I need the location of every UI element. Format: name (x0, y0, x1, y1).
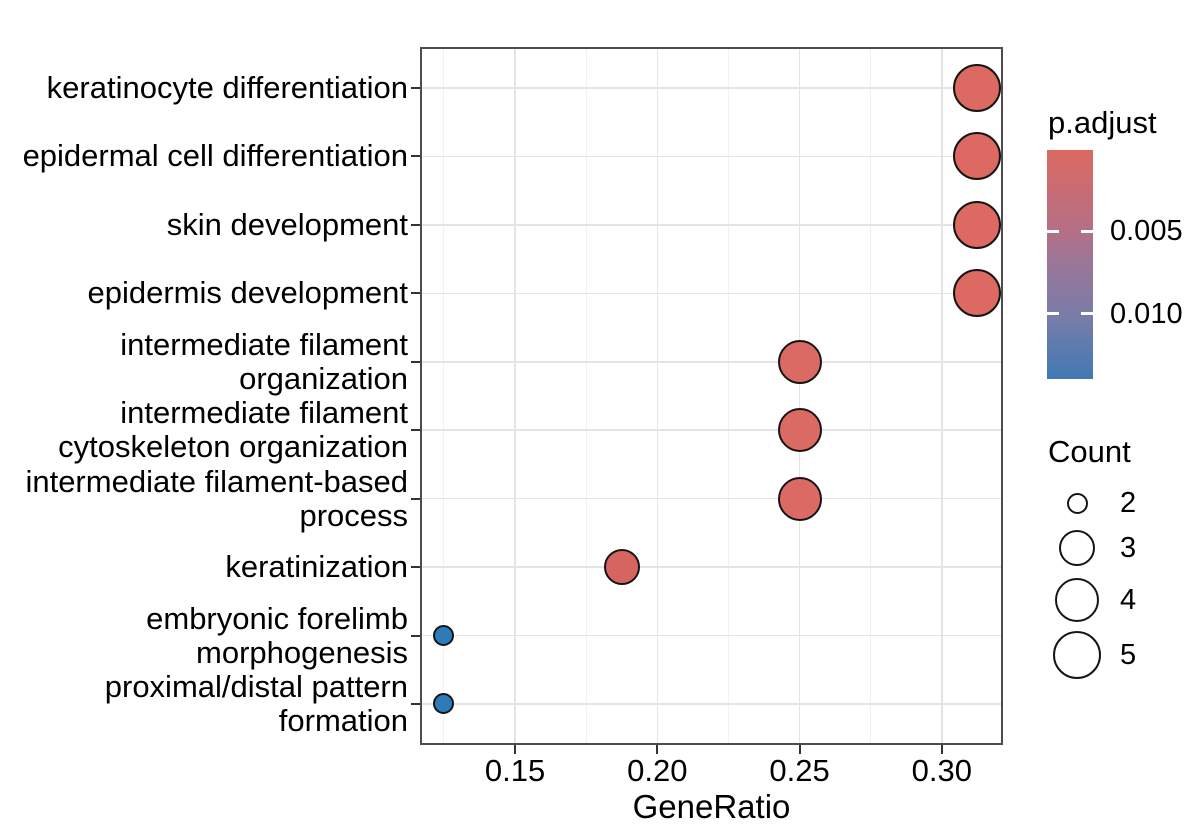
count-legend: Count 2 3 4 5 (1047, 435, 1186, 705)
y-axis-label: epidermis development (87, 275, 408, 311)
gradient-tick-right (1081, 312, 1093, 316)
gradient-tick-left (1047, 312, 1059, 316)
y-axis-tick (411, 497, 420, 500)
padjust-gradient-bar (1047, 150, 1093, 379)
data-point (433, 693, 455, 715)
y-axis-label: keratinization (225, 549, 408, 585)
count-legend-circle (1059, 530, 1095, 566)
count-legend-label: 3 (1120, 532, 1137, 564)
y-axis-tick (411, 702, 420, 705)
gridline-y-major (420, 566, 1003, 568)
x-axis-tick (656, 745, 659, 754)
y-axis-label: skin development (166, 206, 408, 242)
y-axis-tick (411, 155, 420, 158)
gridline-y-major (420, 429, 1003, 431)
y-axis-tick (411, 429, 420, 432)
x-axis-tick-label: 0.20 (627, 753, 688, 788)
x-axis-tick (798, 745, 801, 754)
data-point (777, 339, 822, 384)
padjust-legend-title: p.adjust (1048, 105, 1157, 140)
gridline-x-major (514, 47, 516, 745)
y-axis-tick (411, 566, 420, 569)
gridline-y-major (420, 361, 1003, 363)
x-axis-tick-label: 0.25 (769, 753, 830, 788)
x-axis-title: GeneRatio (632, 788, 791, 825)
gridline-y-major (420, 224, 1003, 226)
count-legend-circle (1053, 631, 1101, 679)
gridline-y-major (420, 634, 1003, 637)
data-point (953, 132, 1002, 181)
data-point (777, 476, 822, 521)
gridline-x-minor (870, 47, 872, 745)
y-axis-label: intermediate filament-based process (25, 463, 408, 533)
gradient-tick-right (1081, 229, 1093, 233)
gridline-y-major (420, 497, 1003, 500)
count-legend-label: 2 (1120, 487, 1137, 519)
x-axis-tick (940, 745, 943, 754)
y-axis-tick (411, 292, 420, 295)
gridline-x-major (798, 47, 801, 745)
gridline-x-minor (585, 47, 587, 745)
padjust-tick-label: 0.005 (1110, 215, 1183, 248)
gridline-x-major (656, 47, 659, 745)
x-axis-tick-label: 0.15 (484, 753, 546, 788)
y-axis-label: epidermal cell differentiation (22, 138, 408, 174)
x-axis-tick (514, 745, 517, 754)
gridline-y-major (420, 87, 1003, 89)
y-axis-label: keratinocyte differentiation (46, 70, 408, 106)
count-legend-circle (1055, 578, 1099, 622)
y-axis-tick (411, 634, 420, 637)
y-axis-label: embryonic forelimb morphogenesis (146, 600, 408, 670)
data-point (953, 200, 1002, 249)
y-axis-label: proximal/distal pattern formation (104, 668, 408, 738)
padjust-tick-label: 0.010 (1110, 297, 1183, 330)
gridline-y-major (420, 155, 1003, 158)
plot-panel (420, 47, 1003, 745)
y-axis-tick (411, 87, 420, 90)
data-point (433, 625, 455, 646)
count-legend-title: Count (1048, 434, 1131, 469)
gridline-x-minor (727, 47, 729, 745)
y-axis-label: intermediate filament organization (120, 326, 408, 396)
data-point (603, 549, 640, 586)
gradient-tick-left (1047, 229, 1059, 233)
data-point (953, 269, 1002, 318)
gridline-y-major (420, 703, 1003, 705)
data-point (953, 64, 1002, 113)
y-axis-tick (411, 360, 420, 363)
padjust-legend: p.adjust 0.005 0.010 (1047, 106, 1186, 406)
data-point (777, 408, 822, 453)
count-legend-label: 4 (1120, 584, 1137, 616)
count-legend-circle (1066, 492, 1088, 514)
count-legend-label: 5 (1120, 639, 1137, 671)
gridline-y-major (420, 292, 1003, 295)
x-axis-tick-label: 0.30 (911, 753, 972, 788)
y-axis-tick (411, 223, 420, 226)
gridline-x-major (941, 47, 943, 745)
gridline-x-minor (443, 47, 445, 745)
y-axis-label: intermediate filament cytoskeleton organ… (58, 395, 408, 465)
